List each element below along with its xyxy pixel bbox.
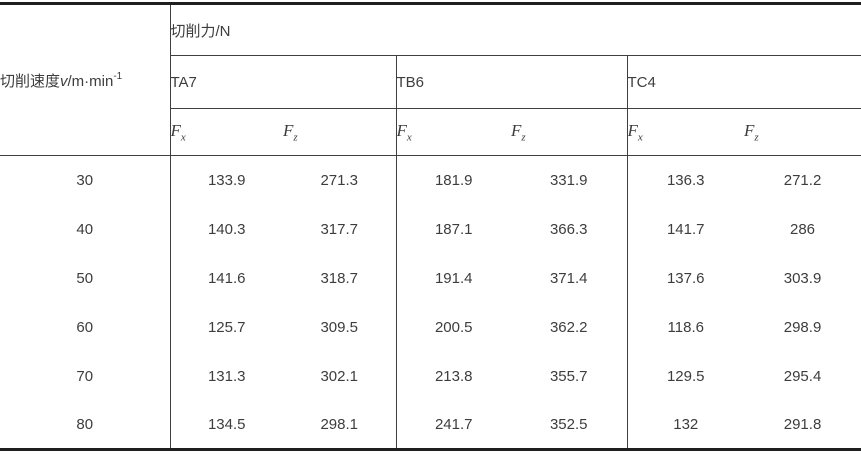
fx-header-ta7: Fx xyxy=(170,108,283,156)
fx-header-tc4: Fx xyxy=(627,108,744,156)
table-row: 40 140.3 317.7 187.1 366.3 141.7 286 xyxy=(0,204,861,254)
table-row: 30 133.9 271.3 181.9 331.9 136.3 271.2 xyxy=(0,155,861,205)
force-value-cell: 291.8 xyxy=(783,415,822,433)
speed-cell: 50 xyxy=(0,253,171,303)
fz-symbol: Fz xyxy=(283,120,298,144)
fx-symbol: Fx xyxy=(170,120,186,144)
force-value-cell: 371.4 xyxy=(511,253,628,303)
speed-variable: v xyxy=(60,72,68,90)
force-value-cell: 302.1 xyxy=(283,351,397,401)
fz-header-tb6: Fz xyxy=(511,108,628,156)
speed-cell: 30 xyxy=(0,155,171,205)
material-header-ta7: TA7 xyxy=(170,55,397,109)
force-value-cell: 366.3 xyxy=(511,204,628,254)
material-header-tc4: TC4 xyxy=(627,55,861,109)
header-row-components: Fx Fz Fx Fz Fx Fz xyxy=(0,108,861,156)
cutting-force-table: 切削速度v/m·min-1 切削力/N TA7 TB6 TC4 Fx Fz Fx… xyxy=(0,2,861,451)
fx-symbol: Fx xyxy=(396,120,412,144)
force-value-cell: 352.5 xyxy=(511,400,628,450)
force-value-cell: 132 xyxy=(673,415,699,433)
material-header-tb6: TB6 xyxy=(396,55,628,109)
force-value-cell: 118.6 xyxy=(667,318,704,336)
table-row: 80 134.5 298.1 241.7 352.5 132 291.8 xyxy=(0,400,861,450)
force-value-cell: 131.3 xyxy=(207,367,246,385)
table-row: 60 125.7 309.5 200.5 362.2 118.6 298.9 xyxy=(0,302,861,352)
speed-unit-exponent: -1 xyxy=(113,70,123,82)
force-value-cell: 271.3 xyxy=(283,155,397,205)
speed-column-header: 切削速度v/m·min-1 xyxy=(0,3,171,156)
force-value-cell: 136.3 xyxy=(666,171,705,189)
fx-symbol: Fx xyxy=(627,120,643,144)
force-value-cell: 191.4 xyxy=(434,269,473,287)
force-value-cell: 213.8 xyxy=(434,367,473,385)
force-value-cell: 318.7 xyxy=(283,253,397,303)
speed-cell: 80 xyxy=(0,400,171,450)
force-value-cell: 298.9 xyxy=(783,318,822,336)
fz-header-ta7: Fz xyxy=(283,108,397,156)
force-value-cell: 362.2 xyxy=(511,302,628,352)
force-value-cell: 125.7 xyxy=(207,318,246,336)
force-value-cell: 355.7 xyxy=(511,351,628,401)
speed-cell: 70 xyxy=(0,351,171,401)
force-value-cell: 133.9 xyxy=(207,171,246,189)
force-value-cell: 140.3 xyxy=(207,220,246,238)
speed-header-cn: 切削速度 xyxy=(0,72,61,90)
force-value-cell: 317.7 xyxy=(283,204,397,254)
force-value-cell: 303.9 xyxy=(783,269,822,287)
header-row-force-group: 切削速度v/m·min-1 切削力/N xyxy=(0,3,861,156)
speed-cell: 40 xyxy=(0,204,171,254)
header-row-materials: TA7 TB6 TC4 xyxy=(0,55,861,109)
force-value-cell: 137.6 xyxy=(666,269,705,287)
table-row: 70 131.3 302.1 213.8 355.7 129.5 295.4 xyxy=(0,351,861,401)
force-value-cell: 271.2 xyxy=(783,171,822,189)
force-value-cell: 200.5 xyxy=(434,318,473,336)
force-value-cell: 241.7 xyxy=(434,415,473,433)
fz-header-tc4: Fz xyxy=(744,108,861,156)
force-value-cell: 129.5 xyxy=(666,367,705,385)
force-value-cell: 141.7 xyxy=(666,220,705,238)
force-value-cell: 331.9 xyxy=(511,155,628,205)
force-value-cell: 141.6 xyxy=(207,269,246,287)
force-group-header: 切削力/N xyxy=(170,3,861,56)
speed-cell: 60 xyxy=(0,302,171,352)
force-value-cell: 181.9 xyxy=(434,171,473,189)
table-row: 50 141.6 318.7 191.4 371.4 137.6 303.9 xyxy=(0,253,861,303)
force-value-cell: 309.5 xyxy=(283,302,397,352)
force-value-cell: 295.4 xyxy=(783,367,822,385)
fx-header-tb6: Fx xyxy=(396,108,511,156)
fz-symbol: Fz xyxy=(744,120,759,144)
fz-symbol: Fz xyxy=(511,120,526,144)
force-value-cell: 298.1 xyxy=(283,400,397,450)
force-value-cell: 187.1 xyxy=(434,220,473,238)
force-value-cell: 134.5 xyxy=(207,415,246,433)
force-value-cell: 286 xyxy=(790,220,816,238)
speed-unit: /m·min xyxy=(67,72,114,90)
